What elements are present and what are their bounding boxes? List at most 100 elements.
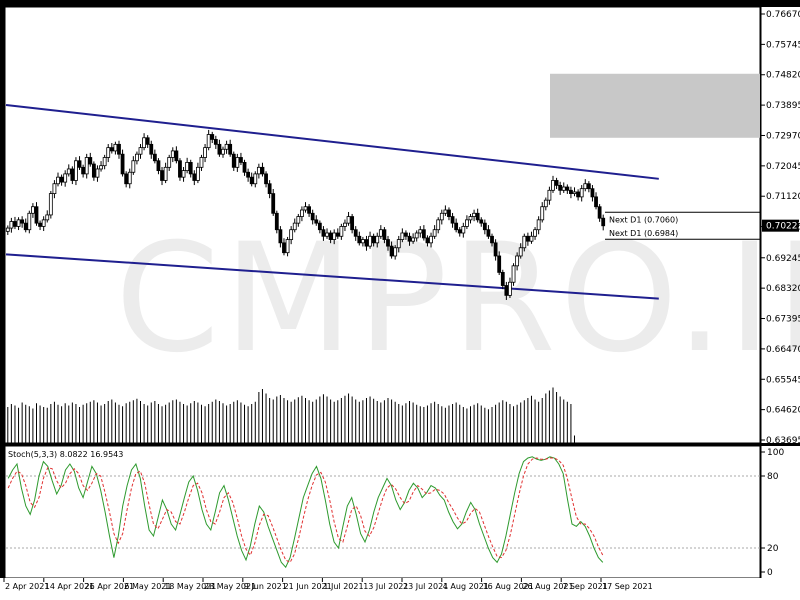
candle-body	[170, 150, 175, 158]
stochastic-panel	[4, 445, 761, 579]
price-tick-label: 0.75745	[766, 40, 800, 50]
candle-body	[9, 221, 14, 229]
candle-body	[518, 247, 523, 257]
candle-body	[16, 219, 21, 227]
candle-body	[199, 157, 204, 168]
candle-body	[34, 206, 39, 224]
candle-body	[421, 229, 426, 239]
candle-body	[195, 166, 200, 181]
candle-body	[289, 229, 294, 240]
candle-body	[511, 265, 516, 283]
candle-body	[221, 148, 225, 155]
candle-body	[135, 153, 139, 162]
price-tick-label: 0.72970	[766, 131, 800, 141]
candle-body	[558, 184, 563, 191]
candle-body	[45, 214, 50, 221]
candle-body	[533, 229, 537, 237]
date-axis-bg	[0, 578, 800, 600]
price-tick-label: 0.69245	[766, 254, 800, 264]
candle-body	[500, 271, 505, 286]
price-tick-label: 0.66470	[766, 345, 800, 355]
candle-body	[109, 147, 114, 152]
candle-body	[490, 235, 494, 244]
price-tick-label: 0.63695	[766, 436, 800, 446]
candle-body	[74, 160, 78, 181]
candle-body	[278, 229, 283, 244]
candle-body	[508, 281, 512, 296]
candle-body	[371, 235, 376, 244]
candle-body	[472, 212, 476, 217]
stochastic-label: Stoch(5,3,3) 8.0822 16.9543	[8, 450, 123, 459]
candle-body	[450, 216, 455, 224]
candle-body	[203, 147, 207, 158]
candle-body	[497, 255, 502, 273]
candle-body	[206, 134, 211, 149]
current-price-label: 0.70223	[766, 222, 800, 232]
candle-body	[152, 153, 157, 162]
candle-body	[117, 143, 121, 155]
candle-body	[124, 173, 129, 185]
next-d1-level-label: Next D1 (0.7060)	[609, 215, 678, 224]
candle-body	[479, 219, 484, 224]
candle-body	[228, 143, 233, 155]
candle-body	[156, 160, 161, 172]
candle-body	[436, 219, 441, 231]
candle-body	[185, 162, 190, 172]
candle-body	[160, 170, 164, 181]
candle-body	[561, 186, 566, 191]
candle-body	[601, 217, 606, 227]
candle-body	[396, 239, 401, 249]
candle-body	[515, 255, 520, 267]
candle-body	[296, 216, 301, 224]
candle-body	[594, 196, 598, 208]
candle-body	[418, 229, 423, 234]
candle-body	[303, 206, 308, 211]
candle-body	[364, 239, 369, 247]
candle-body	[48, 193, 53, 216]
candle-body	[163, 166, 168, 181]
candle-body	[536, 219, 541, 231]
watermark: CMPRO.IR	[115, 212, 800, 386]
candle-body	[38, 222, 42, 227]
price-tick-label: 0.72045	[766, 162, 800, 172]
candle-body	[239, 157, 243, 163]
candle-body	[529, 235, 534, 242]
stoch-tick-label: 0	[767, 568, 773, 578]
candle-body	[350, 216, 355, 231]
candle-body	[579, 188, 584, 198]
date-tick-label: 6 May 2021	[124, 582, 171, 591]
candle-body	[357, 235, 362, 244]
date-tick-label: 21 Jun 2021	[284, 582, 332, 591]
price-tick-label: 0.68320	[766, 284, 800, 294]
candle-body	[439, 212, 444, 221]
candle-body	[443, 209, 448, 214]
candle-body	[432, 229, 437, 237]
date-tick-label: 9 Jun 2021	[244, 582, 287, 591]
candle-body	[231, 153, 236, 168]
candle-body	[368, 235, 372, 247]
candle-body	[389, 245, 394, 257]
candle-body	[59, 176, 64, 183]
candle-body	[429, 235, 433, 244]
price-tick-label: 0.76670	[766, 10, 800, 20]
price-tick-label: 0.67395	[766, 315, 800, 325]
candle-body	[285, 239, 290, 254]
candle-body	[52, 183, 57, 194]
candle-body	[425, 237, 430, 244]
candle-body	[378, 229, 383, 237]
stoch-tick-label: 20	[767, 544, 779, 554]
candle-body	[167, 157, 172, 168]
date-tick-label: 7 Sep 2021	[562, 582, 608, 591]
candle-body	[256, 166, 261, 175]
candle-body	[20, 219, 25, 224]
candle-body	[188, 162, 193, 175]
candle-body	[504, 285, 509, 296]
date-tick-label: 2 Apr 2021	[5, 582, 49, 591]
candle-body	[66, 168, 71, 175]
candle-body	[127, 171, 132, 185]
candle-body	[274, 212, 279, 231]
candle-body	[13, 221, 17, 227]
current-price-box	[762, 219, 799, 232]
candle-body	[99, 165, 103, 170]
